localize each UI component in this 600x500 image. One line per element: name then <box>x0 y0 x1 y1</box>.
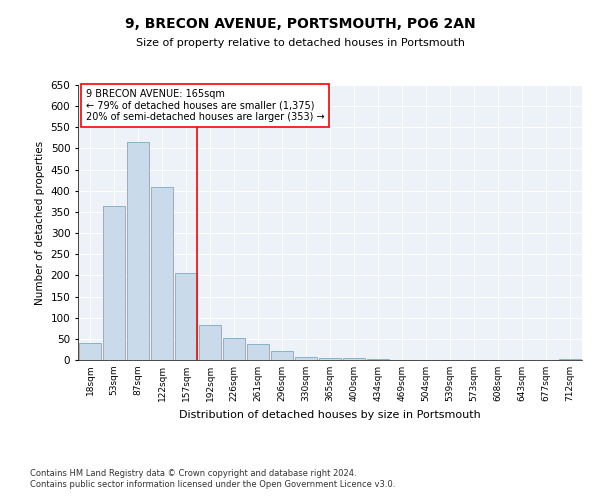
Bar <box>79 343 101 360</box>
Bar <box>319 358 341 360</box>
X-axis label: Distribution of detached houses by size in Portsmouth: Distribution of detached houses by size … <box>179 410 481 420</box>
Text: 9, BRECON AVENUE, PORTSMOUTH, PO6 2AN: 9, BRECON AVENUE, PORTSMOUTH, PO6 2AN <box>125 18 475 32</box>
Bar <box>367 359 389 360</box>
Bar <box>559 359 581 360</box>
Bar <box>103 206 125 360</box>
Bar <box>199 326 221 360</box>
Bar <box>223 338 245 360</box>
Text: Contains HM Land Registry data © Crown copyright and database right 2024.: Contains HM Land Registry data © Crown c… <box>30 468 356 477</box>
Bar <box>127 142 149 360</box>
Text: Size of property relative to detached houses in Portsmouth: Size of property relative to detached ho… <box>136 38 464 48</box>
Bar <box>175 274 197 360</box>
Bar <box>151 186 173 360</box>
Text: Contains public sector information licensed under the Open Government Licence v3: Contains public sector information licen… <box>30 480 395 489</box>
Bar <box>247 344 269 360</box>
Bar <box>271 350 293 360</box>
Text: 9 BRECON AVENUE: 165sqm
← 79% of detached houses are smaller (1,375)
20% of semi: 9 BRECON AVENUE: 165sqm ← 79% of detache… <box>86 89 324 122</box>
Bar <box>295 356 317 360</box>
Bar <box>343 358 365 360</box>
Y-axis label: Number of detached properties: Number of detached properties <box>35 140 45 304</box>
